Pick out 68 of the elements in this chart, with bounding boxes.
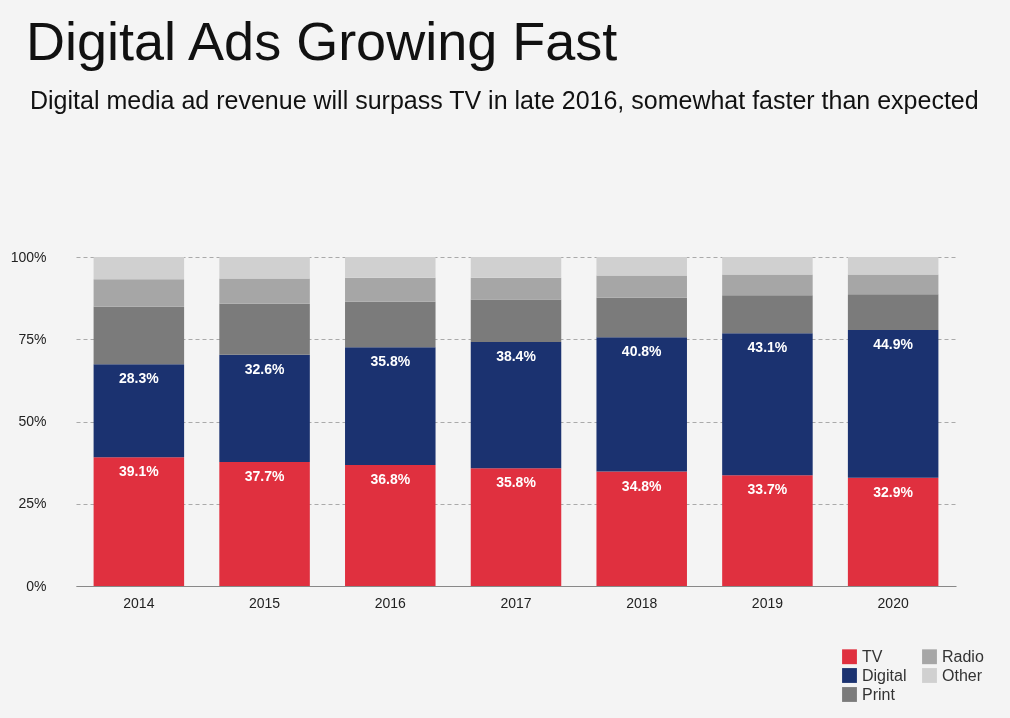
bar bbox=[847, 330, 939, 478]
data-label: 40.8% bbox=[621, 343, 663, 360]
bar bbox=[722, 475, 813, 586]
bar bbox=[470, 468, 562, 586]
y-tick-label: 100% bbox=[10, 248, 47, 265]
bar bbox=[722, 257, 813, 275]
bar bbox=[345, 277, 436, 302]
bar bbox=[219, 278, 310, 304]
chart-title: Digital Ads Growing Fast bbox=[26, 10, 618, 72]
y-tick-label: 25% bbox=[18, 495, 47, 512]
bar bbox=[596, 297, 687, 338]
x-tick-label: 2014 bbox=[123, 594, 155, 611]
data-label: 28.3% bbox=[119, 370, 160, 387]
chart-subtitle: Digital media ad revenue will surpass TV in late 2016, somewhat faster than expected bbox=[30, 85, 980, 116]
data-label: 32.9% bbox=[873, 483, 914, 500]
bar bbox=[345, 257, 436, 278]
legend-label: TV bbox=[862, 647, 883, 665]
legend-label: Radio bbox=[942, 647, 984, 665]
y-tick-label: 50% bbox=[18, 413, 47, 429]
data-label: 35.8% bbox=[370, 353, 411, 370]
x-tick-label: 2016 bbox=[374, 594, 407, 611]
bar bbox=[847, 274, 939, 295]
data-label: 39.1% bbox=[119, 463, 160, 480]
bar bbox=[596, 257, 687, 276]
bar bbox=[470, 277, 562, 300]
data-label: 33.7% bbox=[747, 481, 788, 498]
y-tick-label: 0% bbox=[26, 577, 47, 594]
legend-label: Print bbox=[862, 685, 896, 703]
legend-label: Other bbox=[942, 666, 983, 684]
bar bbox=[219, 303, 310, 355]
bar bbox=[596, 471, 687, 586]
data-label: 35.8% bbox=[496, 474, 537, 491]
bar bbox=[722, 295, 813, 334]
bar bbox=[219, 354, 310, 462]
data-label: 37.7% bbox=[244, 467, 285, 484]
bar bbox=[93, 306, 185, 365]
bar bbox=[93, 257, 185, 280]
bar bbox=[847, 294, 939, 331]
bar bbox=[470, 257, 562, 278]
bar bbox=[470, 341, 562, 469]
x-tick-label: 2015 bbox=[248, 594, 281, 611]
x-tick-label: 2020 bbox=[877, 594, 909, 611]
data-label: 34.8% bbox=[621, 477, 663, 494]
data-label: 32.6% bbox=[244, 360, 285, 377]
bar bbox=[596, 337, 687, 472]
data-label: 38.4% bbox=[496, 347, 537, 364]
bar bbox=[847, 477, 939, 586]
bar bbox=[470, 299, 562, 342]
bar bbox=[93, 457, 185, 586]
x-tick-label: 2019 bbox=[751, 594, 784, 611]
bar bbox=[722, 274, 813, 296]
bar bbox=[345, 464, 436, 586]
bar bbox=[722, 333, 813, 476]
bar bbox=[847, 257, 939, 275]
bar bbox=[93, 364, 185, 458]
y-tick-label: 75% bbox=[18, 330, 47, 347]
data-label: 36.8% bbox=[370, 470, 411, 487]
bar bbox=[596, 275, 687, 298]
data-label: 44.9% bbox=[873, 336, 914, 353]
bar bbox=[345, 347, 436, 465]
bar bbox=[345, 301, 436, 348]
x-tick-label: 2018 bbox=[626, 594, 658, 611]
bar bbox=[219, 461, 310, 586]
x-tick-label: 2017 bbox=[500, 594, 532, 611]
data-label: 43.1% bbox=[747, 339, 788, 356]
bar bbox=[93, 279, 185, 307]
bar bbox=[219, 257, 310, 279]
legend-label: Digital bbox=[862, 666, 907, 684]
